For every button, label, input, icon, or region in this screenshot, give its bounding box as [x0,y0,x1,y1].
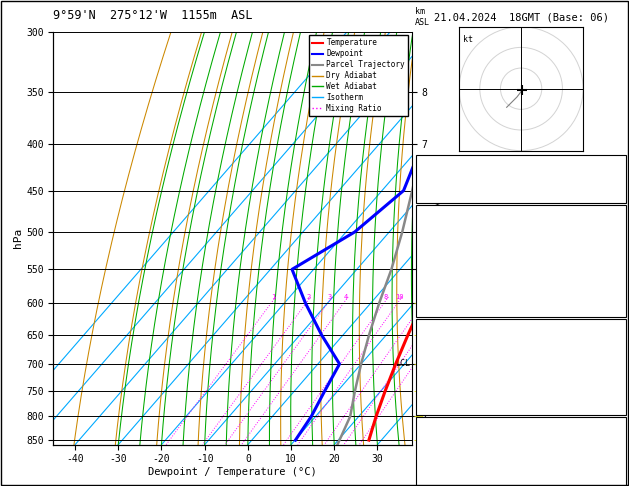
Text: θₑ(K): θₑ(K) [421,256,451,266]
Text: 3: 3 [328,294,332,300]
Text: Surface: Surface [501,208,542,218]
Text: —: — [413,298,423,309]
Text: 8: 8 [384,294,388,300]
Text: K: K [421,157,427,168]
Text: StmSpd (kt): StmSpd (kt) [421,484,486,486]
Text: —: — [413,411,423,421]
Text: 0: 0 [615,304,621,314]
Y-axis label: hPa: hPa [13,228,23,248]
Text: StmDir: StmDir [421,468,457,478]
Text: 10: 10 [396,294,404,300]
Text: 1.5: 1.5 [603,190,621,200]
Text: θₑ (K): θₑ (K) [421,354,457,364]
Legend: Temperature, Dewpoint, Parcel Trajectory, Dry Adiabat, Wet Adiabat, Isotherm, Mi: Temperature, Dewpoint, Parcel Trajectory… [309,35,408,116]
Text: EH: EH [421,436,433,446]
Text: 9°59'N  275°12'W  1155m  ASL: 9°59'N 275°12'W 1155m ASL [53,9,253,22]
Text: Hodograph: Hodograph [494,420,548,430]
Text: 4: 4 [615,272,621,282]
Text: Lifted Index: Lifted Index [421,272,492,282]
Text: CAPE (J): CAPE (J) [421,288,469,298]
Text: CIN (J): CIN (J) [421,304,462,314]
Text: kt: kt [464,35,473,44]
Text: 21.04.2024  18GMT (Base: 06): 21.04.2024 18GMT (Base: 06) [433,12,609,22]
Text: 0: 0 [615,402,621,412]
Text: —: — [413,435,423,445]
Text: 0: 0 [615,386,621,396]
Text: © weatheronline.co.uk: © weatheronline.co.uk [469,471,574,480]
Text: —: — [413,359,423,369]
X-axis label: Dewpoint / Temperature (°C): Dewpoint / Temperature (°C) [148,467,317,477]
Text: 2: 2 [615,484,621,486]
Text: 1: 1 [615,436,621,446]
Text: CIN (J): CIN (J) [421,402,462,412]
Text: 139°: 139° [598,468,621,478]
Text: km
ASL: km ASL [415,7,430,27]
Text: 1: 1 [271,294,276,300]
Text: Temp (°C): Temp (°C) [421,224,474,234]
Text: 3: 3 [615,452,621,462]
Text: 2: 2 [306,294,310,300]
Text: Totals Totals: Totals Totals [421,174,498,184]
Text: CAPE (J): CAPE (J) [421,386,469,396]
Text: 4: 4 [615,370,621,380]
Text: —: — [413,330,423,340]
Text: 12: 12 [609,157,621,168]
Text: 889: 889 [603,338,621,348]
Text: Lifted Index: Lifted Index [421,370,492,380]
Text: 4: 4 [343,294,348,300]
Text: 27.1: 27.1 [598,224,621,234]
Text: LCL: LCL [395,360,410,368]
Text: Dewp (°C): Dewp (°C) [421,240,474,250]
Text: 337: 337 [603,354,621,364]
Text: SREH: SREH [421,452,445,462]
Text: 337: 337 [603,256,621,266]
Y-axis label: Mixing Ratio (g/kg): Mixing Ratio (g/kg) [433,182,443,294]
Text: 10.1: 10.1 [598,240,621,250]
Text: 37: 37 [609,174,621,184]
Text: 0: 0 [615,288,621,298]
Text: —: — [413,386,423,396]
Text: PW (cm): PW (cm) [421,190,462,200]
Text: Most Unstable: Most Unstable [483,322,559,332]
Text: Pressure (mb): Pressure (mb) [421,338,498,348]
